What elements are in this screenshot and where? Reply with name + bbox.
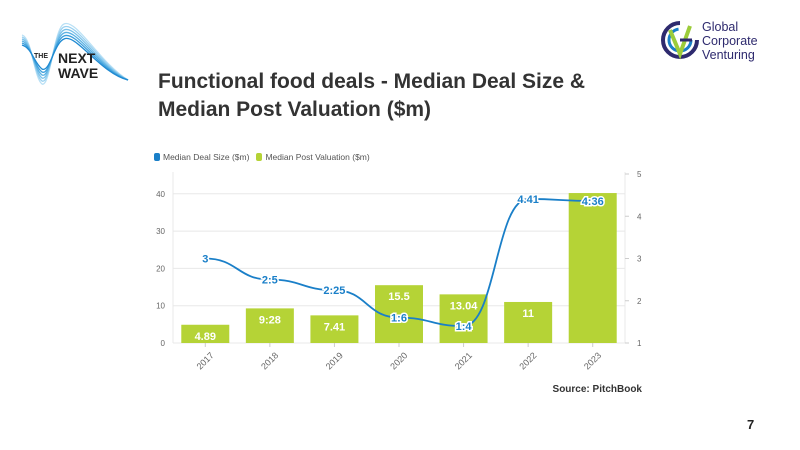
logo-wave-text: WAVE <box>58 65 98 81</box>
right-axis-tick-label: 5 <box>637 170 642 179</box>
bar-data-label: 13.04 <box>450 300 478 312</box>
bar-data-label: 9:28 <box>259 314 281 326</box>
bar-post-valuation <box>504 301 553 343</box>
x-axis-tick-label: 2017 <box>195 350 216 371</box>
global-corporate-venturing-logo: Global Corporate Venturing <box>660 18 800 68</box>
bar-data-label: 7.41 <box>324 321 345 333</box>
right-axis-tick-label: 4 <box>637 212 642 221</box>
right-axis-tick-label: 3 <box>637 255 642 264</box>
the-next-wave-logo: THE NEXT WAVE <box>4 8 132 88</box>
bar-post-valuation <box>181 324 230 343</box>
right-axis-tick-label: 1 <box>637 339 642 348</box>
bar-data-label: 4.89 <box>195 331 216 343</box>
page-number: 7 <box>747 417 755 432</box>
line-data-label: 3 <box>202 254 208 266</box>
legend-swatch-post-valuation <box>256 153 263 161</box>
bar-data-label: 15.5 <box>388 291 409 303</box>
x-axis-tick-label: 2022 <box>517 350 538 371</box>
legend-swatch-deal-size <box>154 153 160 161</box>
bar-post-valuation <box>568 193 617 343</box>
legend-label-post-valuation: Median Post Valuation ($m) <box>265 152 370 162</box>
gcv-emblem-icon <box>661 21 699 60</box>
line-data-label: 4.41 <box>517 194 538 206</box>
line-deal-size <box>205 198 593 328</box>
logo-venturing-text: Venturing <box>702 48 755 62</box>
bar-post-valuation <box>245 308 294 343</box>
x-axis-tick-label: 2023 <box>582 350 603 371</box>
chart-legend: Median Deal Size ($m) Median Post Valuat… <box>154 152 377 162</box>
legend-item-post-valuation[interactable]: Median Post Valuation ($m) <box>256 152 370 162</box>
x-axis-tick-label: 2018 <box>259 350 280 371</box>
right-axis-tick-label: 2 <box>637 297 642 306</box>
x-axis-tick-label: 2020 <box>388 350 409 371</box>
legend-item-deal-size[interactable]: Median Deal Size ($m) <box>154 152 249 162</box>
left-axis-tick-label: 10 <box>156 302 165 311</box>
bar-post-valuation <box>310 315 359 343</box>
left-axis-tick-label: 40 <box>156 190 165 199</box>
bar-post-valuation <box>439 294 488 343</box>
left-axis-tick-label: 20 <box>156 264 165 273</box>
line-data-label: 2:25 <box>323 285 345 297</box>
logo-next-text: NEXT <box>58 50 96 66</box>
source-note: Source: PitchBook <box>552 384 642 395</box>
line-data-label: 4:36 <box>582 196 604 208</box>
wave-logo-icon: THE NEXT WAVE <box>21 23 129 85</box>
x-axis-tick-label: 2019 <box>324 350 345 371</box>
line-data-label: 2:5 <box>262 275 278 287</box>
logo-corporate-text: Corporate <box>702 34 758 48</box>
line-data-label: 1:6 <box>391 313 407 325</box>
x-axis-tick-label: 2021 <box>453 350 474 371</box>
logo-global-text: Global <box>702 20 739 34</box>
line-data-label: 1:4 <box>456 321 473 333</box>
left-axis-tick-label: 30 <box>156 227 165 236</box>
left-axis-tick-label: 0 <box>161 339 166 348</box>
slide-title: Functional food deals - Median Deal Size… <box>158 70 586 121</box>
bar-data-label: 11 <box>522 308 534 320</box>
legend-label-deal-size: Median Deal Size ($m) <box>163 152 250 162</box>
logo-the-text: THE <box>34 53 48 60</box>
